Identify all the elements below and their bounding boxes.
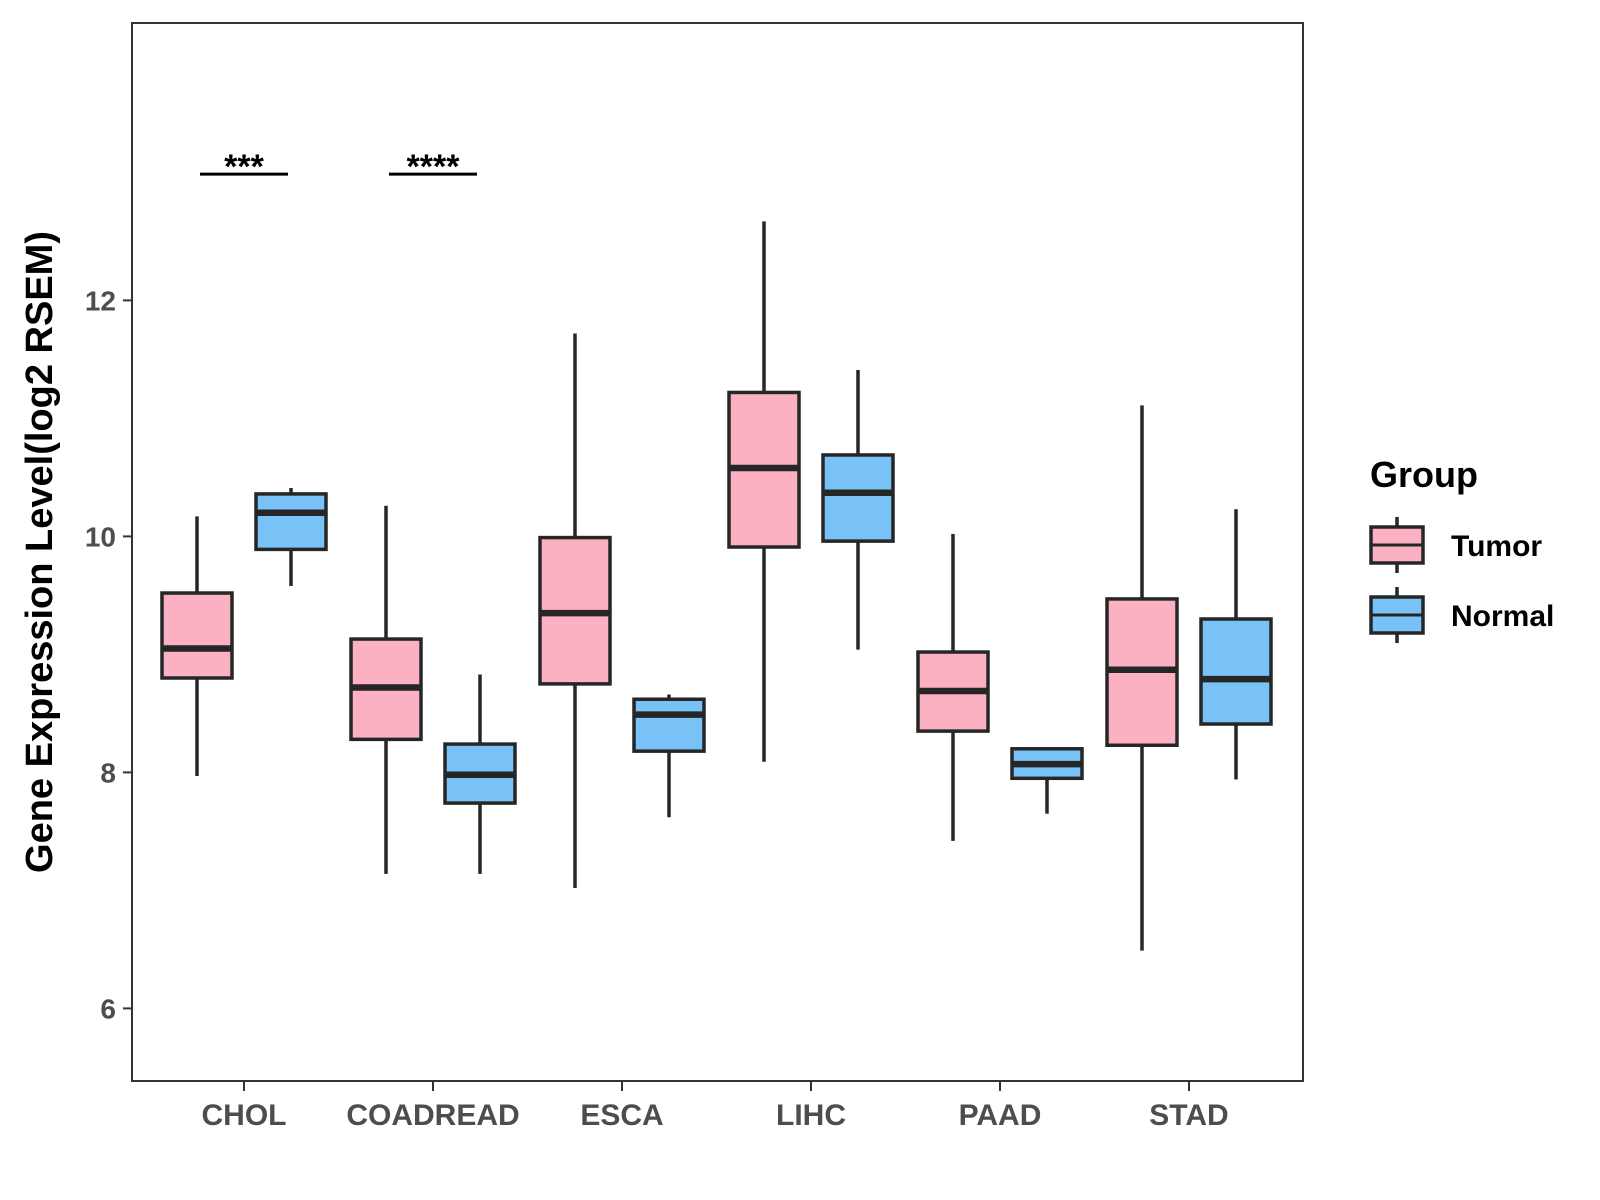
legend-label: Tumor — [1451, 530, 1542, 563]
y-axis-title: Gene Expression Level(log2 RSEM) — [19, 231, 61, 873]
legend-key-normal — [1369, 587, 1425, 643]
box-tumor-paad — [916, 534, 990, 841]
box-tumor-coadread — [349, 505, 423, 874]
legend: Group Tumor Normal — [1369, 454, 1554, 643]
y-tick-label: 12 — [85, 285, 116, 316]
box-iqr — [1199, 617, 1273, 726]
box-tumor-chol — [160, 516, 234, 776]
x-tick-label: COADREAD — [346, 1099, 519, 1132]
y-axis: 6 8 10 12 — [85, 285, 132, 1024]
x-tick-label: STAD — [1149, 1099, 1228, 1132]
x-axis: CHOL COADREAD ESCA LIHC PAAD STAD — [202, 1081, 1229, 1132]
box-iqr — [160, 591, 234, 680]
legend-title: Group — [1370, 454, 1478, 495]
y-tick-label: 6 — [100, 993, 116, 1024]
significance-stars: *** — [224, 148, 264, 186]
box-tumor-stad — [1105, 405, 1179, 951]
box-normal-stad — [1199, 509, 1273, 780]
y-tick-label: 8 — [100, 757, 116, 788]
box-normal-lihc — [821, 370, 895, 650]
x-tick-label: PAAD — [959, 1099, 1042, 1132]
significance-stars: **** — [407, 148, 461, 186]
box-normal-coadread — [443, 674, 517, 874]
significance-annotations: *** **** — [200, 148, 477, 186]
legend-label: Normal — [1451, 600, 1554, 633]
box-iqr — [821, 453, 895, 543]
box-iqr — [254, 492, 328, 552]
y-tick-label: 10 — [85, 521, 116, 552]
boxes — [160, 221, 1273, 951]
legend-key-tumor — [1369, 517, 1425, 573]
box-tumor-lihc — [727, 221, 801, 762]
x-tick-label: CHOL — [202, 1099, 287, 1132]
box-normal-paad — [1010, 747, 1084, 814]
x-tick-label: LIHC — [776, 1099, 846, 1132]
box-normal-esca — [632, 694, 706, 818]
box-iqr — [632, 697, 706, 753]
box-tumor-esca — [538, 333, 612, 889]
plot-panel — [131, 22, 1304, 1082]
x-tick-label: ESCA — [580, 1099, 663, 1132]
box-normal-chol — [254, 488, 328, 586]
